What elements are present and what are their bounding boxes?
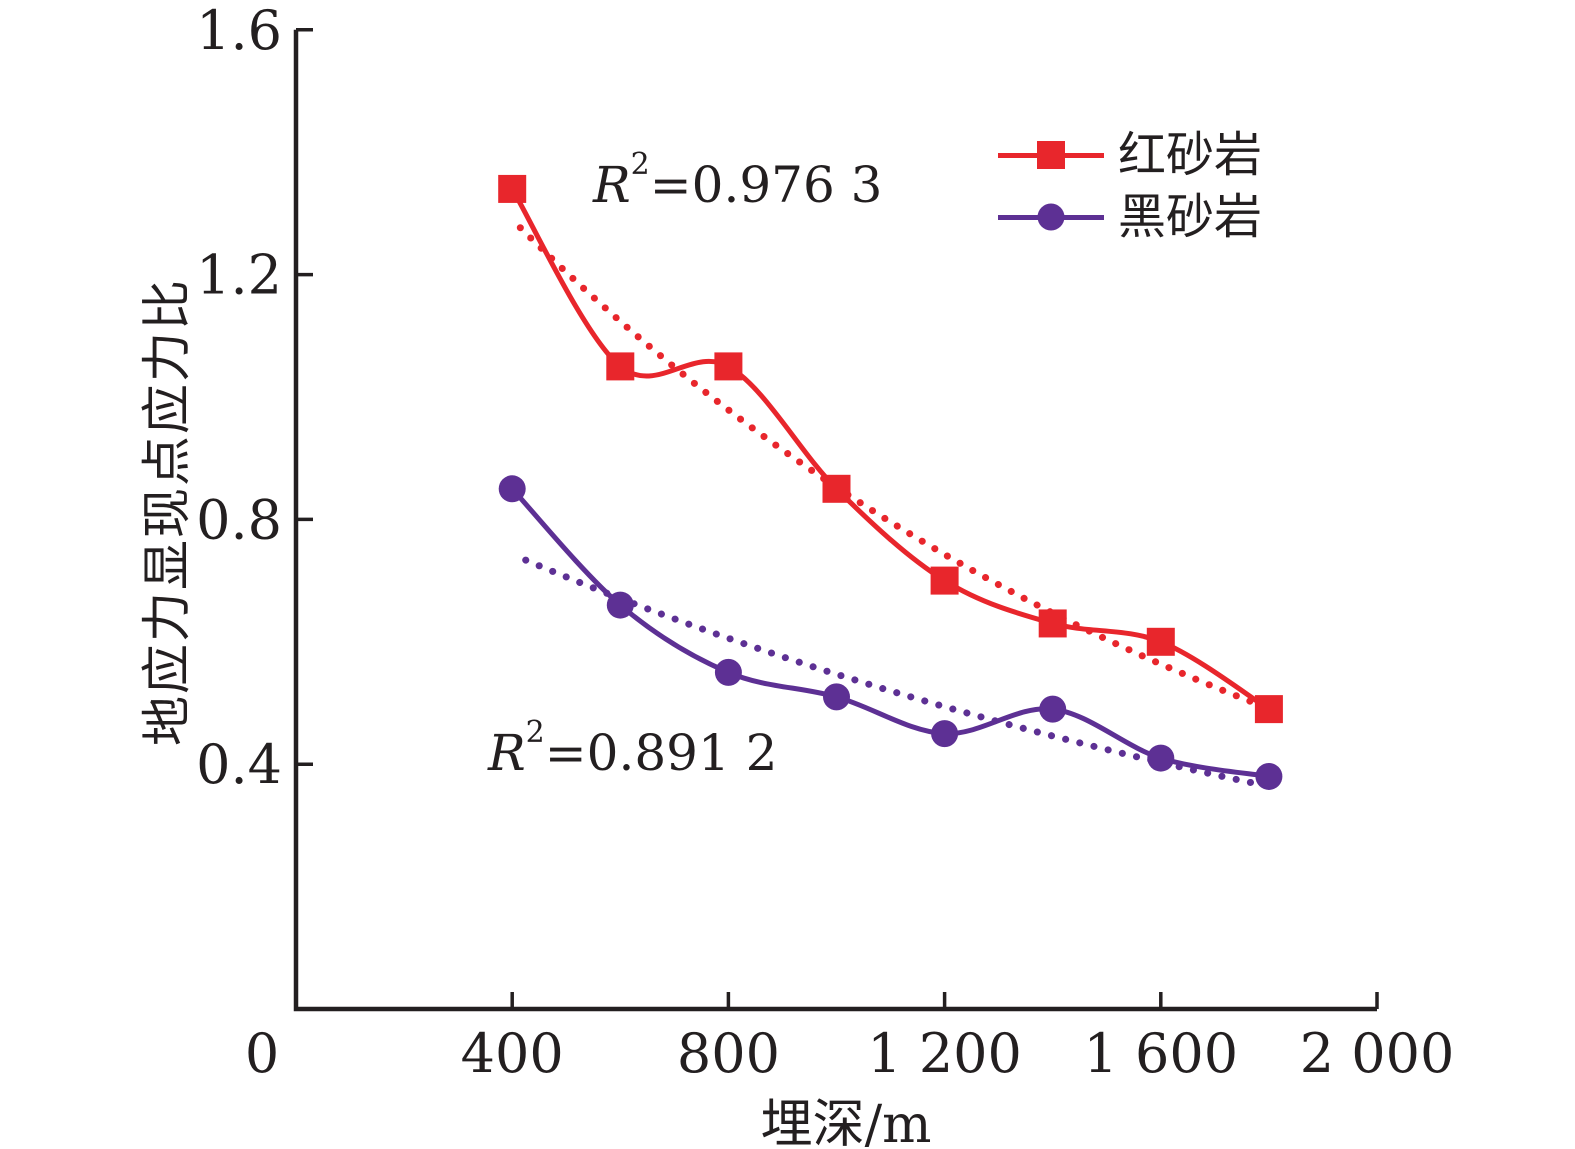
legend-item-black-sandstone: 黑砂岩 bbox=[998, 186, 1262, 248]
y-axis-title: 地应力显现点应力比 bbox=[138, 278, 196, 746]
x-tick-label: 0 bbox=[245, 1022, 279, 1085]
square-marker-icon bbox=[1037, 141, 1065, 169]
data-point-red-sandstone bbox=[822, 474, 851, 503]
x-tick-label: 800 bbox=[677, 1022, 780, 1085]
x-tick-label: 2 000 bbox=[1300, 1022, 1455, 1085]
r-squared-annotation-black-sandstone: R2=0.891 2 bbox=[488, 718, 778, 779]
x-axis-title: 埋深/m bbox=[760, 1095, 932, 1149]
data-point-red-sandstone bbox=[1254, 695, 1283, 724]
annotation-exponent: 2 bbox=[525, 715, 545, 750]
annotation-variable: R bbox=[488, 724, 526, 782]
annotation-value: =0.976 3 bbox=[649, 156, 883, 214]
x-tick-label: 1 600 bbox=[1084, 1022, 1239, 1085]
data-point-black-sandstone bbox=[714, 658, 742, 686]
legend-label-red-sandstone: 红砂岩 bbox=[1118, 127, 1263, 183]
data-point-black-sandstone bbox=[1255, 762, 1283, 790]
data-point-black-sandstone bbox=[1039, 695, 1067, 723]
data-point-red-sandstone bbox=[930, 566, 959, 595]
data-point-red-sandstone bbox=[1146, 627, 1175, 656]
data-point-red-sandstone bbox=[498, 174, 527, 203]
x-tick-label: 1 200 bbox=[867, 1022, 1022, 1085]
legend-marker-red-sandstone bbox=[998, 140, 1104, 170]
data-point-black-sandstone bbox=[606, 591, 634, 619]
annotation-exponent: 2 bbox=[630, 147, 650, 182]
annotation-variable: R bbox=[593, 156, 631, 214]
y-tick-label: 0.8 bbox=[196, 488, 282, 551]
legend-item-red-sandstone: 红砂岩 bbox=[998, 124, 1262, 186]
data-point-black-sandstone bbox=[1147, 744, 1175, 772]
circle-marker-icon bbox=[1037, 203, 1065, 231]
y-tick-label: 0.4 bbox=[196, 733, 282, 796]
data-point-red-sandstone bbox=[714, 352, 743, 381]
annotation-value: =0.891 2 bbox=[544, 724, 778, 782]
legend-marker-black-sandstone bbox=[998, 202, 1104, 232]
legend-label-black-sandstone: 黑砂岩 bbox=[1118, 189, 1263, 245]
data-point-black-sandstone bbox=[498, 475, 526, 503]
axes-frame bbox=[293, 29, 1377, 1012]
legend: 红砂岩 黑砂岩 bbox=[998, 124, 1262, 248]
data-point-black-sandstone bbox=[823, 683, 850, 711]
data-point-black-sandstone bbox=[931, 720, 959, 748]
x-tick-label: 400 bbox=[461, 1022, 564, 1085]
trendline-black-sandstone bbox=[522, 556, 1258, 787]
trendline-red-sandstone bbox=[516, 224, 1259, 707]
data-point-red-sandstone bbox=[606, 352, 635, 381]
y-tick-label: 1.6 bbox=[196, 0, 282, 62]
r-squared-annotation-red-sandstone: R2=0.976 3 bbox=[593, 150, 883, 211]
y-tick-label: 1.2 bbox=[196, 244, 282, 307]
data-point-red-sandstone bbox=[1038, 609, 1067, 638]
